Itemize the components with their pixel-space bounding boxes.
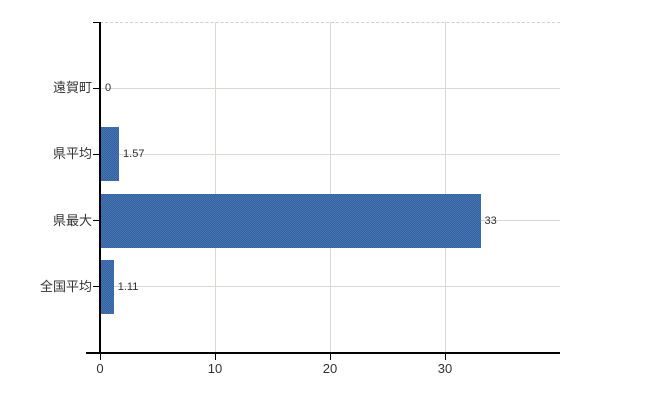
x-axis-tick-10 xyxy=(215,354,216,360)
category-label-3: 全国平均 xyxy=(39,278,92,294)
value-label-3: 1.11 xyxy=(117,280,139,293)
bar-3 xyxy=(101,259,114,314)
y-axis-tick-2 xyxy=(93,220,100,222)
x-tick-label-20: 20 xyxy=(322,361,338,376)
x-tick-label-10: 10 xyxy=(207,361,223,376)
category-label-1: 県平均 xyxy=(52,146,92,162)
x-axis-tick-30 xyxy=(445,354,446,360)
x-gridline-20 xyxy=(330,22,331,353)
x-gridline-10 xyxy=(215,22,216,353)
y-axis-line xyxy=(99,22,101,354)
bar-2 xyxy=(101,193,481,248)
value-label-1: 1.57 xyxy=(123,148,145,161)
y-axis-top-tick xyxy=(93,22,100,23)
x-tick-label-30: 30 xyxy=(437,361,453,376)
y-gridline-1 xyxy=(100,153,560,155)
y-axis-tick-1 xyxy=(93,153,100,155)
x-tick-label-0: 0 xyxy=(96,361,104,376)
y-gridline-3 xyxy=(100,286,560,288)
x-axis-tick-0 xyxy=(100,354,101,360)
category-label-0: 遠賀町 xyxy=(52,80,92,96)
value-label-2: 33 xyxy=(484,214,497,227)
value-label-0: 0 xyxy=(105,82,112,95)
y-axis-tick-3 xyxy=(93,286,100,288)
x-gridline-30 xyxy=(445,22,446,353)
x-axis-tick-20 xyxy=(330,354,331,360)
y-gridline-0 xyxy=(100,87,560,89)
bar-1 xyxy=(101,127,120,182)
category-label-2: 県最大 xyxy=(52,212,92,228)
y-axis-tick-0 xyxy=(93,87,100,89)
x-axis-line xyxy=(86,352,560,354)
